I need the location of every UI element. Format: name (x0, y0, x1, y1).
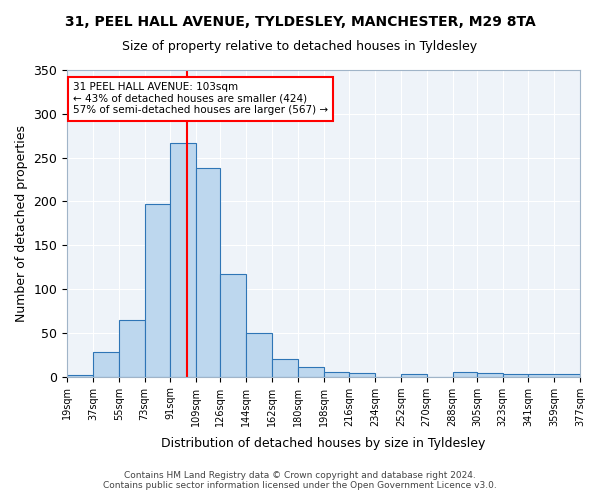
Bar (196, 168, 220, 376)
Bar (529, 374, 580, 376)
Bar (323, 372, 349, 376)
Bar (67, 375, 93, 376)
Text: Contains HM Land Registry data © Crown copyright and database right 2024.
Contai: Contains HM Land Registry data © Crown c… (103, 470, 497, 490)
Text: 31, PEEL HALL AVENUE, TYLDESLEY, MANCHESTER, M29 8TA: 31, PEEL HALL AVENUE, TYLDESLEY, MANCHES… (65, 15, 535, 29)
X-axis label: Distribution of detached houses by size in Tyldesley: Distribution of detached houses by size … (161, 437, 486, 450)
Bar (298, 367, 323, 376)
Bar (220, 274, 246, 376)
Bar (170, 142, 196, 376)
Bar (503, 374, 529, 376)
Bar (477, 373, 503, 376)
Bar (246, 333, 272, 376)
Bar (119, 320, 145, 376)
Y-axis label: Number of detached properties: Number of detached properties (15, 125, 28, 322)
Bar (93, 352, 119, 376)
Bar (401, 374, 427, 376)
Bar (145, 204, 170, 376)
Bar (349, 373, 375, 376)
Text: Size of property relative to detached houses in Tyldesley: Size of property relative to detached ho… (122, 40, 478, 53)
Bar (272, 359, 298, 376)
Text: 31 PEEL HALL AVENUE: 103sqm
← 43% of detached houses are smaller (424)
57% of se: 31 PEEL HALL AVENUE: 103sqm ← 43% of det… (73, 82, 328, 116)
Bar (452, 372, 477, 376)
